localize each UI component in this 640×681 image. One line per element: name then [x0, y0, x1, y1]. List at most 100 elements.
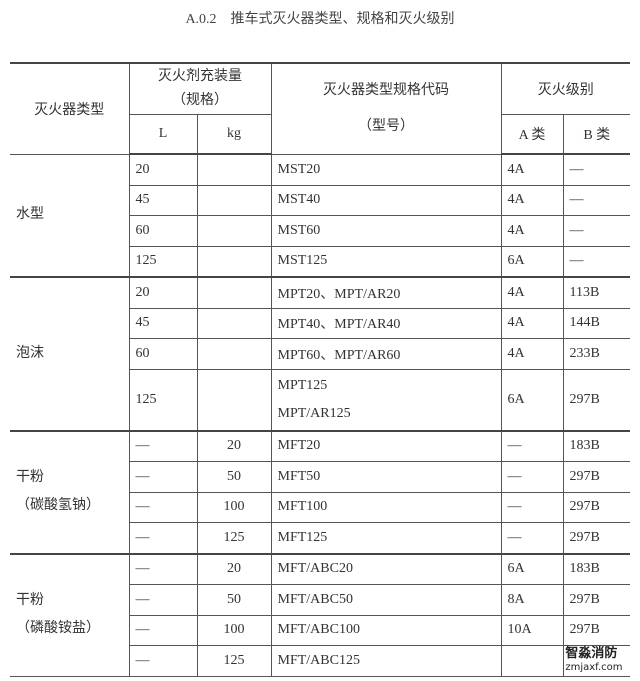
- cell-code: MFT100: [270, 491, 502, 523]
- cell-kg: [196, 307, 272, 339]
- cell-B: —: [562, 184, 630, 216]
- cell-B: 297B: [562, 584, 630, 616]
- cell-B: 113B: [562, 276, 630, 309]
- cell-kg: 20: [196, 430, 272, 462]
- cell-B: 297B: [562, 491, 630, 523]
- table-row: 干粉 （碳酸氢钠） —20 MFT20—183B: [10, 430, 630, 555]
- cell-A: 4A: [500, 184, 564, 216]
- cell-L: —: [128, 645, 198, 677]
- cell-kg: 100: [196, 491, 272, 523]
- cell-B: —: [562, 245, 630, 278]
- cell-L: —: [128, 430, 198, 462]
- cell-B: 183B: [562, 430, 630, 462]
- cell-A: 6A: [500, 553, 564, 585]
- cell-L: 60: [128, 215, 198, 247]
- cell-B: 297B: [562, 368, 630, 432]
- cell-kg: 20: [196, 553, 272, 585]
- extinguisher-type: 干粉 （磷酸铵盐）: [10, 553, 130, 677]
- cell-A: —: [500, 430, 564, 462]
- cell-code: MPT125 MPT/AR125: [270, 368, 502, 432]
- cell-kg: 50: [196, 584, 272, 616]
- cell-L: 125: [128, 245, 198, 278]
- extinguisher-type: 泡沫: [10, 276, 130, 432]
- cell-code: MST125: [270, 245, 502, 278]
- cell-code: MPT60、MPT/AR60: [270, 338, 502, 370]
- cell-code: MPT20、MPT/AR20: [270, 276, 502, 309]
- extinguisher-type: 干粉 （碳酸氢钠）: [10, 430, 130, 555]
- cell-A: 4A: [500, 338, 564, 370]
- cell-kg: [196, 184, 272, 216]
- cell-A: 4A: [500, 307, 564, 339]
- cell-code: MPT40、MPT/AR40: [270, 307, 502, 339]
- cell-L: —: [128, 584, 198, 616]
- cell-L: 60: [128, 338, 198, 370]
- table-row: —125 MFT125—297B: [10, 522, 630, 555]
- cell-B: [562, 645, 630, 677]
- cell-L: —: [128, 553, 198, 585]
- watermark-site: zmjaxf.com: [565, 662, 623, 673]
- cell-code: MFT50: [270, 461, 502, 493]
- header-A: A 类: [500, 114, 564, 155]
- cell-L: 45: [128, 307, 198, 339]
- cell-kg: [196, 153, 272, 186]
- cell-code: MFT20: [270, 430, 502, 462]
- table-row: 泡沫 20 MPT20、MPT/AR20 4A 113B: [10, 276, 630, 432]
- cell-A: 6A: [500, 245, 564, 278]
- header-kg: kg: [196, 114, 272, 155]
- cell-code: MST60: [270, 215, 502, 247]
- table-row: 125 MST125 6A —: [10, 245, 630, 278]
- cell-A: —: [500, 491, 564, 523]
- extinguisher-type: 水型: [10, 153, 130, 278]
- header-B: B 类: [562, 114, 630, 155]
- cell-L: —: [128, 614, 198, 646]
- cell-B: 297B: [562, 614, 630, 646]
- cell-code: MFT125: [270, 522, 502, 555]
- cell-L: —: [128, 491, 198, 523]
- cell-code: MST20: [270, 153, 502, 186]
- cell-kg: 50: [196, 461, 272, 493]
- header-code: 灭火器类型规格代码 （型号）: [270, 62, 502, 155]
- cell-kg: [196, 338, 272, 370]
- table-row: 125 MPT125 MPT/AR125 6A 297B: [10, 368, 630, 432]
- cell-code: MFT/ABC100: [270, 614, 502, 646]
- header-type: 灭火器类型: [10, 62, 130, 155]
- cell-B: 144B: [562, 307, 630, 339]
- table-row: 水型 20 MST20 4A —: [10, 153, 630, 278]
- watermark-logo: 智淼消防 zmjaxf.com: [565, 647, 622, 675]
- cell-L: 20: [128, 153, 198, 186]
- cell-B: —: [562, 153, 630, 186]
- cell-kg: 125: [196, 522, 272, 555]
- cell-A: 4A: [500, 276, 564, 309]
- cell-A: —: [500, 461, 564, 493]
- cell-B: 297B: [562, 461, 630, 493]
- table-title: A.0.2 推车式灭火器类型、规格和灭火级别: [185, 12, 455, 27]
- table-row: 60 MST60 4A —: [10, 215, 630, 247]
- cell-A: 10A: [500, 614, 564, 646]
- cell-B: 233B: [562, 338, 630, 370]
- cell-L: 45: [128, 184, 198, 216]
- table-row: —100 MFT/ABC100 10A 297B: [10, 614, 630, 646]
- cell-A: 4A: [500, 153, 564, 186]
- table-row: —50 MFT/ABC50 8A 297B: [10, 584, 630, 616]
- cell-kg: [196, 276, 272, 309]
- table-row: —50 MFT50—297B: [10, 461, 630, 493]
- table-row: —100 MFT100—297B: [10, 491, 630, 523]
- cell-A: 6A: [500, 368, 564, 432]
- cell-A: 智淼消防 zmjaxf.com: [500, 645, 623, 677]
- cell-L: —: [128, 522, 198, 555]
- cell-A: —: [500, 522, 564, 555]
- cell-code: MFT/ABC125: [270, 645, 502, 677]
- header-rating: 灭火级别: [500, 62, 630, 115]
- cell-kg: [196, 368, 272, 432]
- table-row: —125 MFT/ABC125 智淼消防 zmjaxf.com: [10, 645, 630, 677]
- cell-code: MST40: [270, 184, 502, 216]
- cell-kg: 125: [196, 645, 272, 677]
- cell-kg: [196, 245, 272, 278]
- cell-A: 8A: [500, 584, 564, 616]
- cell-L: 125: [128, 368, 198, 432]
- cell-L: —: [128, 461, 198, 493]
- cell-L: 20: [128, 276, 198, 309]
- cell-B: —: [562, 215, 630, 247]
- header-charge: 灭火剂充装量 （规格）: [128, 62, 272, 115]
- cell-B: 183B: [562, 553, 630, 585]
